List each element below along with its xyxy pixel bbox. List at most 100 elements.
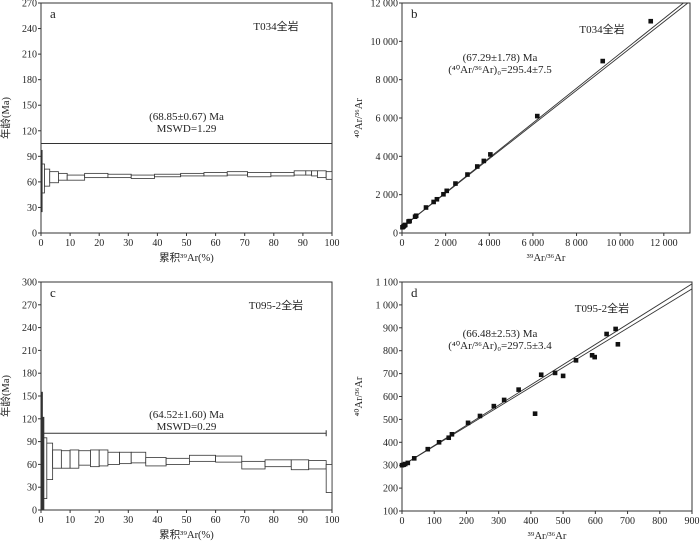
x-tick-label: 70 [240, 238, 250, 249]
data-point [436, 440, 442, 445]
data-point [488, 152, 493, 157]
age-step [46, 442, 54, 480]
data-point [592, 354, 597, 360]
data-point [491, 403, 497, 409]
x-tick-label: 300 [491, 516, 506, 527]
y-axis-label: ⁴⁰Ar/³⁶Ar [353, 376, 365, 416]
isochron-line [401, 288, 693, 467]
age-step [69, 449, 80, 469]
data-point [446, 435, 452, 441]
x-tick-label: 100 [427, 516, 442, 527]
x-tick-label: 30 [123, 238, 133, 249]
x-tick-label: 900 [685, 516, 700, 527]
data-point [453, 181, 458, 186]
data-point [604, 331, 609, 337]
y-tick-label: 180 [22, 369, 37, 380]
panel-letter: c [50, 285, 56, 300]
sample-label: T034全岩 [253, 19, 298, 33]
panel-a: 0 10 20 30 40 50 60 70 80 90 100 0 30 60 90 120 150 180 21… [0, 0, 340, 264]
y-tick-label: 2 000 [376, 190, 399, 201]
age-step [119, 451, 132, 465]
plot-frame [40, 281, 333, 511]
panel-letter: a [50, 6, 56, 21]
age-step [264, 459, 292, 468]
y-axis-label: ⁴⁰Ar/³⁶Ar [353, 98, 365, 138]
x-tick-label: 90 [298, 238, 308, 249]
x-tick-label: 200 [459, 516, 474, 527]
panel-d: 0 100 200 300 400 500 600 700 800 900100200300400… [353, 278, 700, 543]
data-point [411, 456, 417, 461]
x-tick-label: 80 [269, 515, 279, 526]
x-tick-label: 0 [400, 516, 405, 527]
data-point [516, 387, 521, 392]
data-point [465, 420, 471, 426]
x-tick-label: 0 [400, 238, 405, 249]
age-annotation: MSWD=1.29 [157, 123, 217, 135]
age-annotation: (67.29±1.78) Ma [463, 52, 538, 64]
y-tick-label: 60 [27, 460, 37, 471]
x-tick-label: 60 [211, 515, 221, 526]
x-tick-label: 100 [325, 238, 340, 249]
y-tick-label: 120 [22, 414, 37, 425]
data-point [481, 158, 487, 164]
y-tick-label: 210 [22, 346, 37, 357]
x-tick-label: 8 000 [565, 238, 588, 249]
y-tick-label: 600 [383, 392, 398, 403]
panel-letter: b [411, 6, 418, 21]
y-tick-label: 90 [27, 437, 37, 448]
age-step [43, 437, 48, 499]
age-step [203, 172, 228, 177]
age-step [308, 460, 327, 470]
age-step [241, 460, 266, 470]
age-step [78, 450, 91, 466]
x-axis-label: ³⁹Ar/³⁶Ar [527, 253, 566, 264]
x-tick-label: 12 000 [650, 238, 678, 249]
data-point [589, 352, 595, 358]
age-step [325, 463, 333, 493]
y-tick-label: 12 000 [371, 0, 399, 10]
y-tick-label: 6 000 [376, 114, 399, 125]
data-point [431, 199, 436, 205]
y-tick-label: 270 [22, 0, 37, 10]
y-tick-label: 240 [22, 24, 37, 35]
x-tick-label: 500 [556, 516, 571, 527]
age-step [247, 172, 272, 178]
y-tick-label: 0 [393, 229, 398, 240]
age-step [311, 170, 318, 177]
age-step [60, 450, 71, 469]
x-tick-label: 10 [65, 515, 75, 526]
data-point [405, 460, 411, 466]
y-axis-label: 年龄(Ma) [0, 375, 12, 417]
data-point [532, 411, 538, 416]
plot-frame [401, 281, 693, 512]
age-step [325, 171, 333, 180]
data-point [613, 326, 618, 332]
plot-frame [401, 2, 691, 234]
age-step [107, 173, 132, 179]
data-point [444, 188, 450, 194]
sample-label: T034全岩 [579, 22, 624, 36]
age-step [66, 174, 86, 181]
age-step [165, 457, 190, 465]
x-axis-label: ³⁹Ar/³⁶Ar [528, 531, 567, 542]
age-step [290, 459, 310, 471]
y-axis-label: 年龄(Ma) [0, 97, 12, 139]
data-point [573, 358, 579, 363]
age-step [154, 173, 182, 178]
x-tick-label: 70 [240, 515, 250, 526]
age-step [90, 449, 100, 468]
age-step [130, 451, 147, 464]
x-tick-label: 20 [94, 238, 104, 249]
x-tick-label: 10 [65, 238, 75, 249]
age-step [107, 451, 120, 465]
y-tick-label: 30 [27, 203, 37, 214]
y-tick-label: 300 [22, 278, 37, 289]
y-tick-label: 8 000 [376, 75, 399, 86]
y-tick-label: 800 [383, 346, 398, 357]
y-tick-label: 240 [22, 323, 37, 334]
y-tick-label: 0 [32, 506, 37, 517]
y-tick-label: 700 [383, 369, 398, 380]
data-point [407, 218, 412, 224]
y-tick-label: 100 [383, 507, 398, 518]
x-tick-label: 50 [182, 238, 192, 249]
